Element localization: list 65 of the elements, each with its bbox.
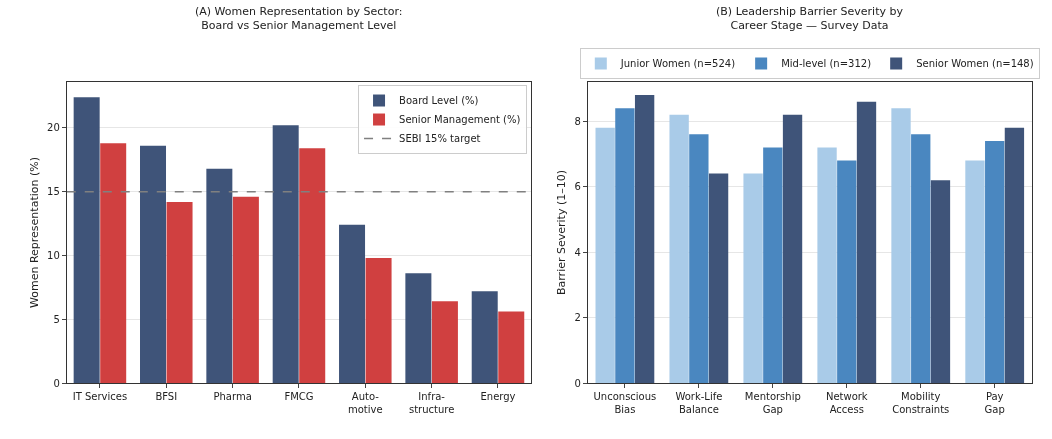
bar — [299, 148, 326, 383]
bar — [73, 97, 100, 383]
bar — [431, 301, 458, 383]
bar — [595, 127, 615, 383]
bar — [365, 258, 392, 383]
bar — [985, 140, 1005, 383]
y-tick-label: 20 — [47, 122, 60, 134]
bar — [965, 160, 985, 383]
legend-label: SEBI 15% target — [399, 133, 481, 145]
bar — [634, 95, 655, 383]
bar — [817, 147, 837, 383]
bar — [911, 134, 931, 383]
legend-label: Board Level (%) — [399, 95, 479, 107]
x-tick-label: FMCG — [284, 391, 314, 402]
bar — [930, 180, 951, 383]
bar — [891, 108, 911, 383]
y-tick-label: 4 — [574, 246, 581, 258]
legend-label: Senior Management (%) — [399, 114, 521, 126]
bar — [856, 101, 877, 383]
legend-label: Senior Women (n=148) — [916, 58, 1034, 70]
y-tick-label: 6 — [574, 181, 581, 193]
chart-title: (A) Women Representation by Sector: Board vs Senior Management Level — [195, 5, 403, 33]
x-tick-label: IT Services — [72, 391, 128, 402]
bar — [837, 160, 857, 383]
x-tick-label: Mobility Constraints — [892, 391, 950, 415]
bar — [615, 108, 635, 383]
bar — [708, 173, 729, 383]
bar — [1004, 127, 1025, 383]
bar — [140, 145, 167, 383]
x-tick-label: Pay Gap — [984, 391, 1005, 415]
chart-title: (B) Leadership Barrier Severity by Career Stage — Survey Data — [716, 5, 904, 33]
bar — [498, 311, 525, 383]
y-axis-title: Women Representation (%) — [27, 157, 41, 308]
bar — [743, 173, 763, 383]
bar — [100, 143, 127, 383]
bar — [669, 114, 689, 383]
x-tick-label: Unconscious Bias — [593, 391, 657, 415]
x-tick-label: Energy — [480, 391, 516, 402]
y-tick-label: 15 — [47, 186, 60, 198]
bar — [232, 196, 259, 383]
x-tick-label: Mentorship Gap — [744, 391, 801, 415]
x-tick-label: Infra- structure — [408, 391, 455, 415]
bar — [206, 168, 233, 383]
bar — [405, 273, 432, 383]
x-tick-label: Work-Life Balance — [675, 391, 723, 415]
x-tick-label: BFSI — [155, 391, 178, 402]
bar — [689, 134, 709, 383]
bar — [763, 147, 783, 383]
x-tick-label: Network Access — [825, 391, 868, 415]
y-tick-label: 0 — [53, 377, 60, 389]
y-axis-title: Barrier Severity (1–10) — [555, 170, 569, 295]
bar — [471, 291, 498, 383]
y-tick-label: 0 — [574, 377, 581, 389]
y-tick-label: 10 — [47, 249, 60, 261]
bar — [272, 125, 299, 383]
x-tick-label: Auto- motive — [347, 391, 383, 415]
y-tick-label: 8 — [574, 115, 581, 127]
legend-label: Junior Women (n=524) — [619, 58, 736, 70]
bar — [782, 114, 803, 383]
y-tick-label: 2 — [574, 312, 581, 324]
y-tick-label: 5 — [53, 313, 60, 325]
x-tick-label: Pharma — [213, 391, 252, 402]
bar — [166, 201, 193, 383]
bar — [339, 224, 366, 383]
legend-label: Mid-level (n=312) — [781, 58, 872, 70]
